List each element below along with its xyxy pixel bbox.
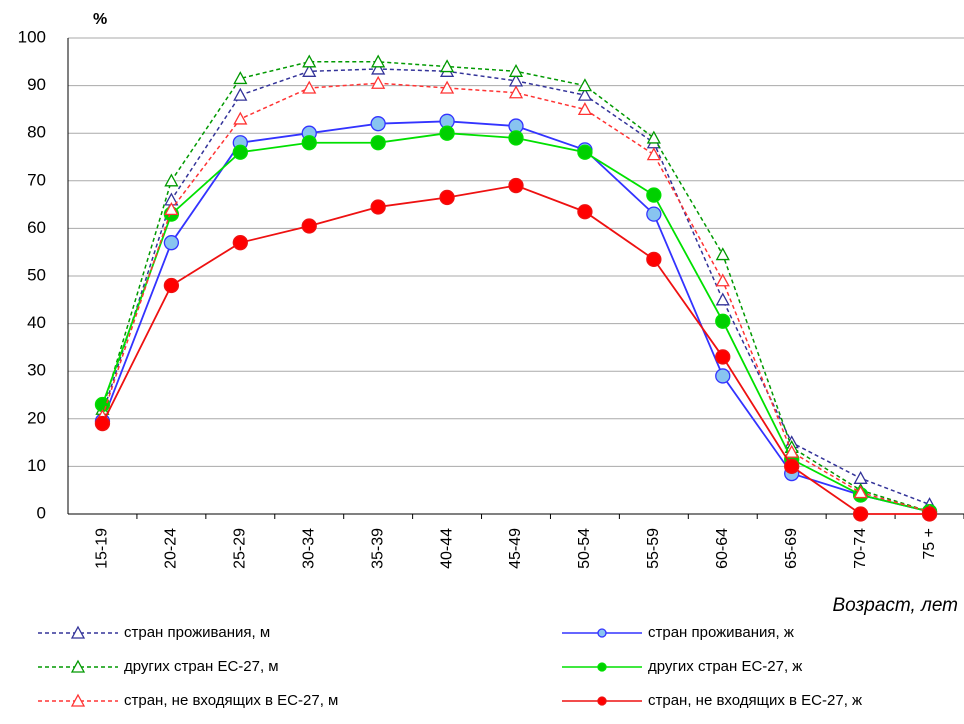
data-point <box>715 313 731 329</box>
data-point <box>370 116 386 132</box>
data-point <box>233 87 248 101</box>
data-point <box>301 135 317 151</box>
x-tick-label: 45-49 <box>507 528 524 569</box>
legend-label: других стран ЕС-27, ж <box>648 658 802 675</box>
x-tick-label: 75 + <box>921 528 938 560</box>
legend-label: других стран ЕС-27, м <box>124 658 279 675</box>
data-point <box>646 147 661 161</box>
data-point <box>715 273 730 287</box>
data-point <box>370 199 386 215</box>
data-point <box>302 54 317 68</box>
data-point <box>715 368 731 384</box>
y-tick-label: 20 <box>27 408 46 427</box>
data-point <box>646 130 661 144</box>
data-point <box>164 202 179 216</box>
x-tick-label: 50-54 <box>576 528 593 569</box>
data-point <box>784 458 800 475</box>
data-point <box>646 187 662 203</box>
data-point <box>577 102 593 116</box>
legend-marker <box>597 662 607 672</box>
y-tick-label: 90 <box>27 75 46 94</box>
data-point <box>508 130 524 146</box>
data-point <box>233 71 248 85</box>
x-tick-label: 20-24 <box>163 528 180 569</box>
data-point <box>232 235 248 251</box>
y-tick-label: 60 <box>27 218 46 237</box>
data-point <box>233 111 248 125</box>
data-point <box>921 506 938 522</box>
data-point <box>508 63 524 77</box>
data-point <box>301 218 317 234</box>
data-point <box>302 63 317 77</box>
data-point <box>371 75 386 89</box>
data-point <box>371 54 386 68</box>
data-point <box>371 61 386 75</box>
y-tick-label: 100 <box>18 27 46 46</box>
x-tick-label: 40-44 <box>438 528 455 569</box>
data-point <box>577 204 593 220</box>
legend-marker <box>70 693 86 707</box>
legend-marker <box>597 696 607 706</box>
x-tick-label: 30-34 <box>300 528 317 569</box>
data-point <box>577 87 593 101</box>
x-tick-label: 35-39 <box>369 528 386 569</box>
x-tick-label: 65-69 <box>783 528 800 569</box>
x-tick-label: 60-64 <box>714 528 731 569</box>
data-point <box>646 251 662 267</box>
data-point <box>508 85 524 99</box>
y-tick-label: 50 <box>27 265 46 284</box>
y-tick-label: 30 <box>27 361 46 380</box>
data-point <box>163 235 180 251</box>
series-line <box>101 82 930 513</box>
x-tick-label: 55-59 <box>645 528 662 569</box>
y-tick-label: 40 <box>27 313 46 332</box>
legend-marker <box>70 625 86 639</box>
data-point <box>508 177 524 194</box>
data-point <box>784 444 799 458</box>
x-axis-label: Возраст, лет <box>832 595 958 616</box>
data-point <box>577 144 593 160</box>
data-point <box>232 144 248 160</box>
legend-marker <box>597 628 607 638</box>
data-point <box>715 292 730 306</box>
legend-label: стран, не входящих в ЕС-27, ж <box>648 692 862 709</box>
data-point <box>577 78 593 92</box>
data-point <box>853 470 868 484</box>
y-tick-label: 80 <box>27 123 46 142</box>
data-point <box>94 415 111 432</box>
legend-marker <box>70 659 86 673</box>
data-point <box>852 506 869 522</box>
y-axis-label: % <box>93 11 107 28</box>
legend-label: стран, не входящих в ЕС-27, м <box>124 692 338 709</box>
y-tick-label: 70 <box>27 170 46 189</box>
data-point <box>715 247 730 261</box>
y-tick-label: 0 <box>37 503 46 522</box>
data-point <box>370 135 386 151</box>
legend-label: стран проживания, м <box>124 624 270 641</box>
series-line <box>101 184 930 515</box>
data-point <box>439 189 455 206</box>
data-point <box>715 349 731 365</box>
x-tick-label: 15-19 <box>94 528 111 569</box>
x-tick-label: 70-74 <box>852 528 869 569</box>
data-point <box>163 277 180 294</box>
data-point <box>302 80 317 94</box>
data-point <box>439 80 455 94</box>
data-point <box>439 125 455 141</box>
y-tick-label: 10 <box>27 456 46 475</box>
data-point <box>853 485 868 499</box>
data-point <box>164 173 179 187</box>
legend-label: стран проживания, ж <box>648 624 794 641</box>
data-point <box>439 59 455 73</box>
data-point <box>646 206 662 222</box>
x-tick-label: 25-29 <box>232 528 249 569</box>
